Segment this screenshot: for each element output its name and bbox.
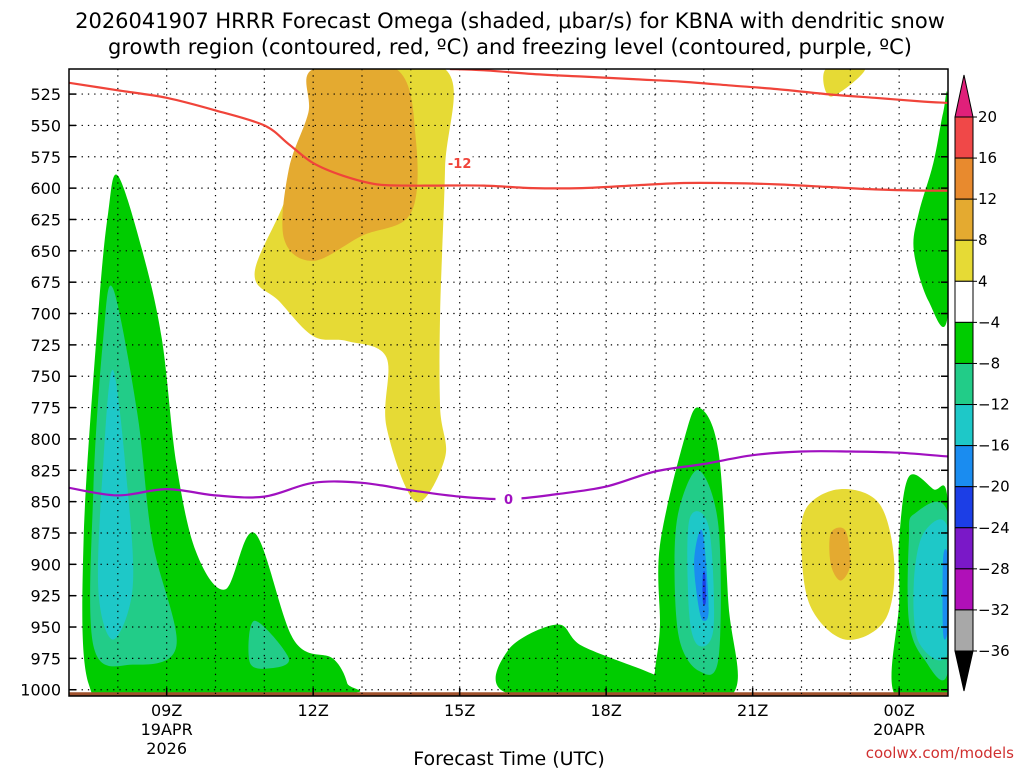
x-tick-label-15Z: 15Z: [444, 701, 475, 720]
y-tick-label-875: 875: [30, 524, 61, 543]
y-tick-label-650: 650: [30, 242, 61, 261]
colorbar-band: [954, 527, 974, 570]
colorbar-label: −12: [978, 396, 1010, 414]
colorbar-band: [954, 486, 974, 529]
y-tick-label-600: 600: [30, 179, 61, 198]
colorbar-band: [954, 568, 974, 611]
colorbar-band: [954, 609, 974, 652]
colorbar-label: −8: [978, 354, 1000, 372]
y-tick-label-825: 825: [30, 461, 61, 480]
colorbar-band: [954, 445, 974, 488]
colorbar-bottom-arrow: [954, 650, 974, 692]
y-tick-label-900: 900: [30, 555, 61, 574]
x-tick-label-12Z: 12Z: [298, 701, 329, 720]
freezing-level-label-bg: [495, 491, 522, 508]
chart-title-line-1: 2026041907 HRRR Forecast Omega (shaded, …: [75, 9, 945, 33]
x-axis-label: Forecast Time (UTC): [413, 748, 604, 768]
x-tick-sublabel: 20APR: [873, 720, 925, 739]
isotherm-minus12-upper: [449, 69, 948, 104]
colorbar-band: [954, 198, 974, 241]
isotherm-minus12-label: -12: [448, 157, 472, 172]
plot-frame: [68, 68, 949, 697]
colorbar-label: −32: [978, 601, 1010, 619]
y-tick-label-750: 750: [30, 367, 61, 386]
omega-region-rise-left-cyan: [97, 369, 134, 640]
colorbar-label: 8: [978, 231, 988, 249]
y-tick-label-625: 625: [30, 210, 61, 229]
omega-shading: [82, 69, 948, 696]
colorbar-label: −36: [978, 642, 1010, 660]
colorbar-label: −16: [978, 437, 1010, 455]
colorbar-band: [954, 280, 974, 323]
x-tick-sublabel: 2026: [146, 739, 187, 758]
colorbar-label: 20: [978, 108, 997, 126]
omega-region-rise-top-right-green: [913, 91, 948, 327]
x-tick-label-09Z: 09Z: [151, 701, 182, 720]
colorbar-label: −4: [978, 313, 1000, 331]
ground-surface: [69, 692, 948, 696]
colorbar-label: 12: [978, 190, 997, 208]
colorbar-label: −20: [978, 478, 1010, 496]
omega-region-rise-left-small-teal: [248, 620, 290, 669]
freezing-level-label: 0: [504, 493, 513, 508]
y-tick-label-775: 775: [30, 399, 61, 418]
omega-region-sink-upper-orange: [282, 69, 418, 261]
y-tick-label-850: 850: [30, 493, 61, 512]
y-tick-label-700: 700: [30, 305, 61, 324]
colorbar-band: [954, 321, 974, 364]
y-tick-label-575: 575: [30, 148, 61, 167]
omega-region-rise-right-blue: [942, 549, 948, 640]
y-tick-label-525: 525: [30, 85, 61, 104]
colorbar-label: −28: [978, 560, 1010, 578]
y-tick-label-1000: 1000: [20, 681, 61, 700]
colorbar-band: [954, 239, 974, 282]
y-axis-ticks: 525 550 575 600 625 650 675 700 725 750 775 800 825 8…: [20, 85, 948, 700]
x-tick-label-00Z: 00Z: [884, 701, 915, 720]
credit-text: coolwx.com/models: [866, 744, 1014, 762]
colorbar: 20 16 12 8 4 −4 −8 −12 −16 −20 −24 −28 −32 −36: [954, 74, 1010, 692]
y-tick-label-925: 925: [30, 587, 61, 606]
y-tick-label-950: 950: [30, 618, 61, 637]
y-tick-label-975: 975: [30, 649, 61, 668]
omega-region-rise-right-cyan: [913, 519, 948, 661]
colorbar-label: 4: [978, 272, 988, 290]
omega-region-sink-top-right-yellow: [823, 69, 866, 97]
colorbar-band: [954, 116, 974, 159]
omega-region-sink-lower-orange: [829, 527, 851, 581]
isotherm-minus12: [69, 81, 948, 192]
contour-labels: -12 0: [446, 155, 522, 508]
chart-title-line-2: growth region (contoured, red, ºC) and f…: [108, 35, 912, 59]
x-tick-label-21Z: 21Z: [737, 701, 768, 720]
y-tick-label-800: 800: [30, 430, 61, 449]
colorbar-band: [954, 362, 974, 406]
isotherm-minus12-label-bg: [446, 155, 473, 172]
colorbar-band: [954, 157, 974, 200]
y-tick-label-675: 675: [30, 273, 61, 292]
colorbar-label: −24: [978, 519, 1010, 537]
y-tick-label-725: 725: [30, 336, 61, 355]
y-tick-label-550: 550: [30, 116, 61, 135]
colorbar-band: [954, 404, 974, 447]
x-tick-label-18Z: 18Z: [591, 701, 622, 720]
x-tick-sublabel: 19APR: [141, 720, 193, 739]
omega-region-rise-mid-green: [495, 624, 667, 696]
colorbar-label: 16: [978, 149, 997, 167]
